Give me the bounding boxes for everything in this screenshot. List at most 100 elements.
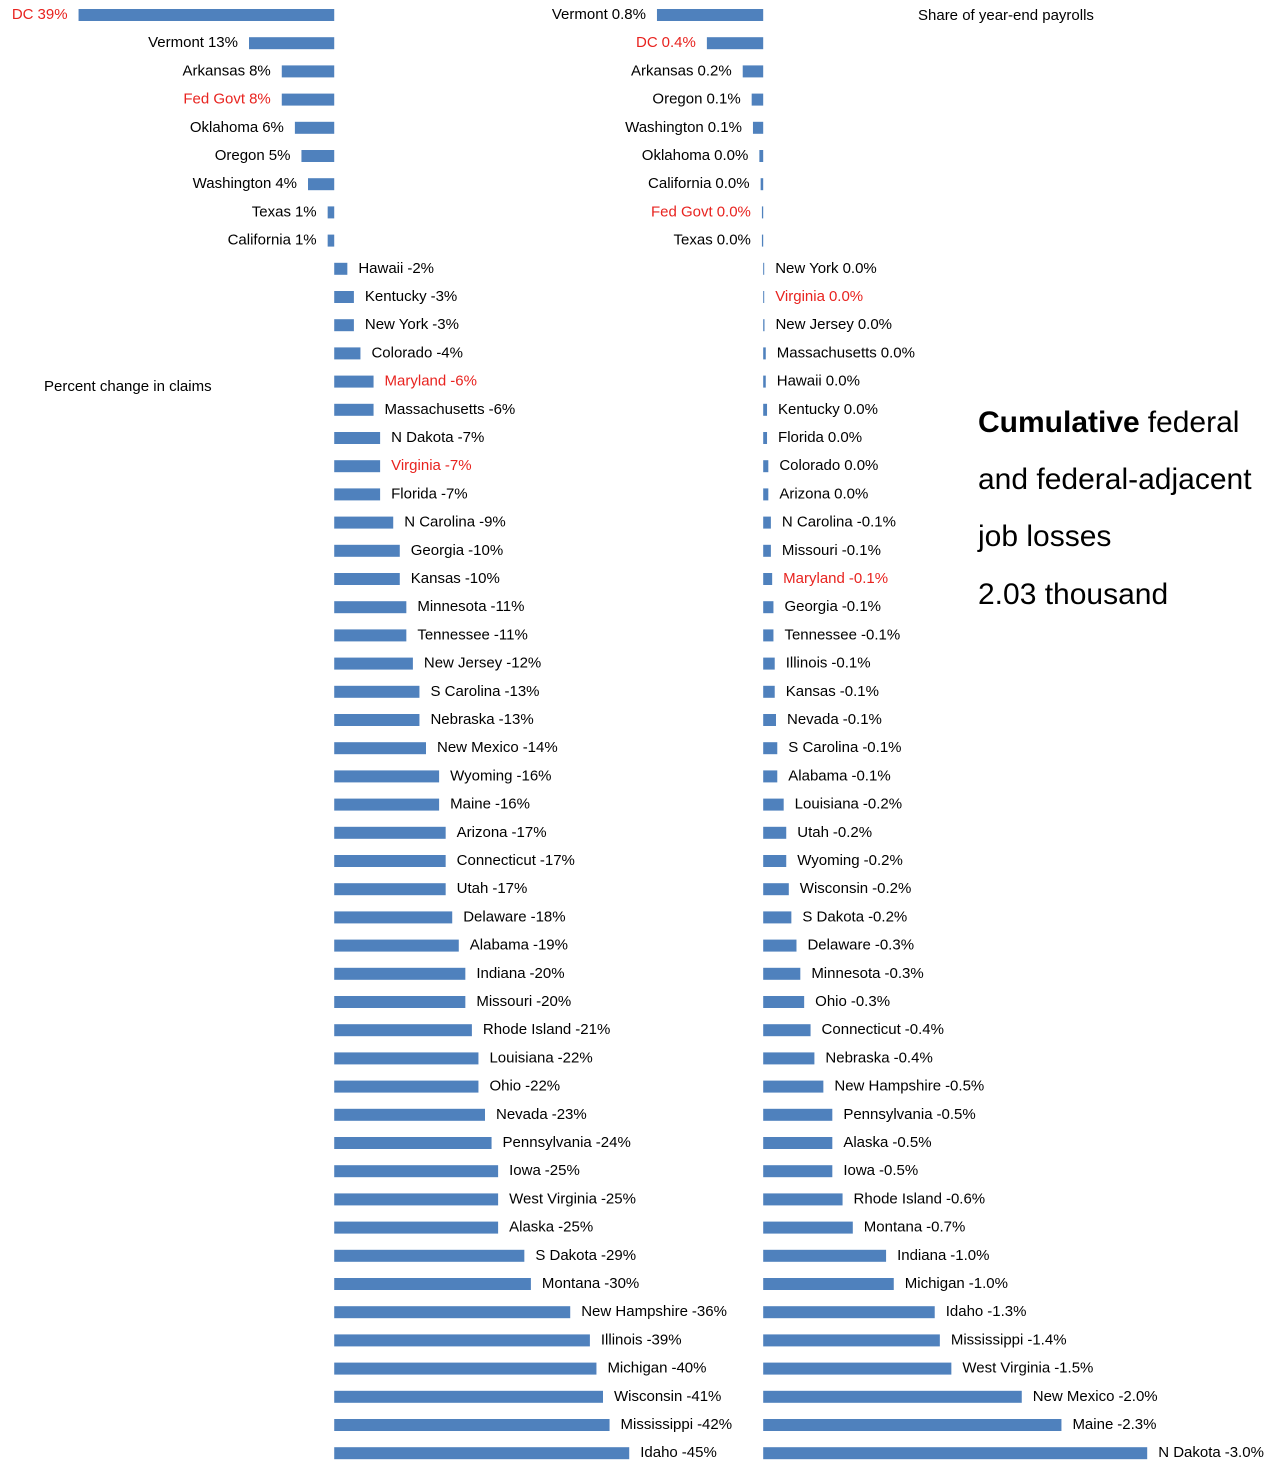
value-label: 0.0% — [826, 373, 860, 390]
bar-label: California 0.0% — [648, 175, 750, 192]
category-label: Virginia — [391, 457, 441, 474]
category-label: N Carolina — [404, 514, 476, 531]
value-label: 6% — [262, 119, 284, 136]
value-label: -23% — [552, 1106, 587, 1123]
bar — [334, 798, 440, 811]
category-label: Washington — [625, 119, 704, 136]
bar-label: Kentucky 0.0% — [778, 401, 878, 418]
value-label: -9% — [479, 514, 506, 531]
category-label: Wisconsin — [614, 1388, 682, 1405]
bar-label: Florida 0.0% — [778, 429, 862, 446]
bar — [763, 1447, 1148, 1460]
value-label: -20% — [536, 993, 571, 1010]
value-label: 0.0% — [717, 232, 751, 249]
bar — [249, 37, 335, 50]
bar-label: California 1% — [228, 232, 317, 249]
bar-label: Utah -17% — [457, 880, 528, 897]
bar — [334, 629, 407, 642]
bar — [763, 939, 797, 952]
bar-label: Missouri -0.1% — [782, 542, 881, 559]
bar-label: Alaska -25% — [509, 1219, 593, 1236]
value-label: -13% — [504, 683, 539, 700]
value-label: -0.1% — [842, 598, 881, 615]
bar-label: Mississippi -1.4% — [951, 1331, 1067, 1348]
category-label: Illinois — [786, 655, 828, 672]
bar-label: Ohio -0.3% — [815, 993, 890, 1010]
bar — [308, 178, 335, 191]
bar-label: Iowa -0.5% — [843, 1162, 918, 1179]
value-label: -11% — [491, 598, 525, 615]
category-label: Kentucky — [365, 288, 427, 305]
category-label: Oregon — [652, 91, 702, 108]
bar — [763, 488, 769, 501]
category-label: Nevada — [787, 711, 839, 728]
bar-label: Oklahoma 0.0% — [642, 147, 749, 164]
bar-label: New York 0.0% — [775, 260, 877, 277]
category-label: Nebraska — [430, 711, 495, 728]
category-label: Alaska — [843, 1134, 889, 1151]
bar-label: Washington 4% — [193, 175, 297, 192]
bar — [763, 1221, 853, 1234]
value-label: 0.0% — [834, 485, 868, 502]
bar-label: Delaware -18% — [463, 908, 565, 925]
value-label: -4% — [436, 344, 463, 361]
bar-label: Florida -7% — [391, 485, 468, 502]
bar — [334, 1249, 525, 1262]
bar — [763, 516, 771, 529]
bar-label: Louisiana -0.2% — [795, 796, 902, 813]
bar — [334, 488, 381, 501]
bar — [334, 1334, 590, 1347]
category-label: Colorado — [371, 344, 432, 361]
category-label: Delaware — [463, 908, 526, 925]
category-label: West Virginia — [962, 1360, 1050, 1377]
bar-label: New Mexico -14% — [437, 739, 558, 756]
value-label: -36% — [692, 1303, 727, 1320]
category-label: Colorado — [779, 457, 840, 474]
value-label: -1.4% — [1027, 1331, 1066, 1348]
category-label: New Mexico — [437, 739, 519, 756]
note-text: federal — [1148, 406, 1240, 439]
category-label: Indiana — [476, 965, 526, 982]
value-label: 0.8% — [612, 6, 646, 23]
category-label: Pennsylvania — [503, 1134, 593, 1151]
category-label: Texas — [674, 232, 713, 249]
category-label: Oklahoma — [190, 119, 259, 136]
bar — [334, 291, 354, 303]
bar-label: Kentucky -3% — [365, 288, 457, 305]
category-label: Alabama — [470, 937, 530, 954]
category-label: Nebraska — [825, 1049, 890, 1066]
category-label: S Carolina — [788, 739, 859, 756]
category-label: Connecticut — [822, 1021, 902, 1038]
bar — [763, 262, 765, 275]
category-label: Mississippi — [951, 1331, 1024, 1348]
value-label: -0.1% — [843, 711, 882, 728]
value-label: -42% — [697, 1416, 732, 1433]
value-label: 1% — [295, 232, 317, 249]
value-label: 8% — [249, 91, 271, 108]
category-label: Kentucky — [778, 401, 840, 418]
bar — [281, 65, 335, 78]
category-label: Kansas — [786, 683, 836, 700]
category-label: Florida — [778, 429, 825, 446]
bar-label: Tennessee -0.1% — [784, 626, 900, 643]
bar-label: Nevada -23% — [496, 1106, 587, 1123]
value-label: -0.1% — [862, 739, 901, 756]
category-label: Florida — [391, 485, 438, 502]
value-label: -0.1% — [840, 683, 879, 700]
bar-label: Georgia -0.1% — [784, 598, 881, 615]
value-label: -0.4% — [894, 1049, 933, 1066]
bar-label: Oregon 5% — [215, 147, 291, 164]
value-label: 0.0% — [829, 288, 863, 305]
value-label: -17% — [492, 880, 527, 897]
value-label: -0.3% — [875, 937, 914, 954]
value-label: 0.2% — [698, 62, 732, 79]
bar-label: Arizona 0.0% — [779, 485, 868, 502]
bar — [334, 403, 374, 416]
category-label: Montana — [864, 1219, 923, 1236]
bar — [763, 855, 787, 867]
bar — [334, 1306, 571, 1319]
bar — [763, 460, 769, 473]
bar-label: S Carolina -0.1% — [788, 739, 901, 756]
bar-label: Maryland -0.1% — [783, 570, 888, 587]
